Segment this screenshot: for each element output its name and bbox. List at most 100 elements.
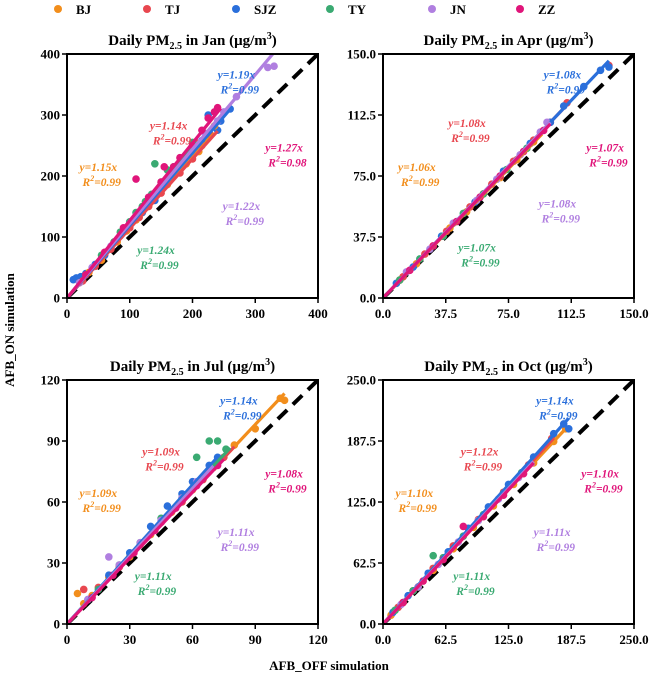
y-tick-label: 250.0	[347, 373, 376, 388]
x-tick-label: 62.5	[434, 632, 457, 647]
x-tick-label: 100	[120, 306, 140, 321]
panel-title: Daily PM2.5 in Oct (μg/m3)	[424, 357, 593, 378]
annotation-zz: y=1.10xR2=0.99	[579, 469, 623, 496]
x-tick-label: 30	[123, 632, 136, 647]
r2-value: =0.99	[473, 258, 500, 270]
data-point	[460, 523, 468, 531]
slope-label: y=1.24x	[135, 245, 175, 257]
r2-letter: R	[225, 216, 234, 228]
panel-oct: Daily PM2.5 in Oct (μg/m3)0.0 62.5 125.0 18…	[347, 357, 649, 647]
legend-entry-ty: TY	[326, 2, 367, 17]
r2-label: R2=0.98	[267, 155, 307, 170]
panel-title: Daily PM2.5 in Jul (μg/m3)	[110, 357, 275, 378]
r2-label: R2=0.99	[546, 81, 586, 96]
slope-label: y=1.06x	[396, 162, 436, 174]
x-tick-label: 75.0	[497, 306, 520, 321]
r2-label: R2=0.99	[137, 583, 177, 598]
r2-label: R2=0.99	[139, 257, 179, 272]
x-tick-label: 0.0	[375, 632, 391, 647]
slope-label: y=1.14x	[218, 395, 258, 407]
r2-label: R2=0.99	[583, 481, 623, 496]
slope-label: y=1.07x	[456, 243, 496, 255]
data-point	[565, 425, 573, 433]
data-point	[105, 553, 113, 561]
r2-letter: R	[139, 260, 148, 272]
y-tick-label: 120	[41, 373, 61, 388]
slope-label: y=1.09x	[140, 447, 180, 459]
annotation-sjz: y=1.19xR2=0.99	[216, 69, 260, 96]
r2-label: R2=0.99	[220, 81, 260, 96]
r2-label: R2=0.99	[463, 459, 503, 474]
title-end: )	[270, 359, 275, 375]
data-point	[132, 175, 140, 183]
r2-value: =0.99	[280, 484, 307, 496]
r2-letter: R	[82, 177, 91, 189]
r2-value: =0.99	[468, 586, 495, 598]
legend-marker	[516, 5, 524, 13]
annotation-bj: y=1.10xR2=0.99	[394, 488, 438, 515]
legend-label: TJ	[165, 2, 181, 17]
slope-label: y=1.12x	[459, 447, 499, 459]
r2-label: R2=0.99	[225, 213, 265, 228]
slope-label: y=1.27x	[263, 143, 303, 155]
r2-label: R2=0.99	[398, 500, 438, 515]
x-tick-label: 250.0	[619, 632, 648, 647]
r2-label: R2=0.99	[400, 174, 440, 189]
y-axis-label: AFB_ON simulation	[2, 272, 17, 387]
legend-entry-bj: BJ	[54, 2, 92, 17]
r2-letter: R	[450, 133, 459, 145]
r2-letter: R	[137, 586, 146, 598]
panel-jul: Daily PM2.5 in Jul (μg/m3)0 30 60 90 1200306…	[41, 357, 328, 647]
slope-label: y=1.11x	[133, 571, 172, 583]
legend-marker	[326, 5, 334, 13]
r2-value: =0.99	[601, 158, 628, 170]
data-point	[151, 160, 159, 168]
r2-value: =0.99	[410, 503, 437, 515]
r2-letter: R	[82, 503, 91, 515]
legend-entry-sjz: SJZ	[232, 2, 277, 17]
legend-label: SJZ	[254, 2, 277, 17]
legend-label: TY	[348, 2, 367, 17]
r2-letter: R	[538, 410, 547, 422]
y-tick-label: 0.0	[360, 617, 376, 632]
slope-label: y=1.08x	[537, 199, 577, 211]
data-point	[74, 590, 82, 598]
slope-label: y=1.22x	[221, 201, 261, 213]
r2-letter: R	[455, 586, 464, 598]
x-tick-label: 0	[64, 632, 71, 647]
legend-label: ZZ	[538, 2, 556, 17]
y-tick-label: 0	[54, 617, 61, 632]
r2-value: =0.99	[157, 462, 184, 474]
slope-label: y=1.10x	[579, 469, 619, 481]
r2-letter: R	[152, 136, 161, 148]
x-tick-label: 0.0	[375, 306, 391, 321]
r2-label: R2=0.99	[538, 407, 578, 422]
r2-letter: R	[546, 84, 555, 96]
r2-label: R2=0.99	[82, 500, 122, 515]
legend-entry-zz: ZZ	[516, 2, 556, 17]
y-tick-label: 300	[41, 108, 61, 123]
annotation-tj: y=1.12xR2=0.99	[459, 447, 503, 474]
legend: BJ TJ SJZ TY JN ZZ	[54, 2, 556, 17]
r2-letter: R	[267, 158, 276, 170]
slope-label: y=1.08x	[263, 469, 303, 481]
annotation-jn: y=1.08xR2=0.99	[537, 199, 581, 226]
y-tick-label: 30	[47, 556, 60, 571]
title-subscript: 2.5	[485, 41, 498, 52]
data-point	[270, 62, 278, 70]
r2-value: =0.99	[232, 542, 259, 554]
legend-marker	[143, 5, 151, 13]
data-point	[160, 163, 168, 171]
legend-label: BJ	[76, 2, 92, 17]
panel-jan: Daily PM2.5 in Jan (μg/m3) 0 100 200 300 400 0…	[41, 31, 328, 321]
fit-line-zz	[68, 459, 224, 622]
r2-letter: R	[588, 158, 597, 170]
r2-value: =0.99	[548, 542, 575, 554]
annotation-ty: y=1.24xR2=0.99	[135, 245, 179, 272]
slope-label: y=1.10x	[394, 488, 434, 500]
x-tick-label: 125.0	[494, 632, 523, 647]
